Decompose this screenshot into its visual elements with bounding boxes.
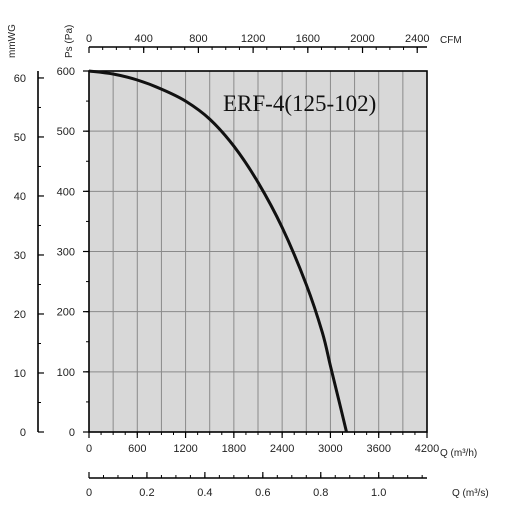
secondary-y-tick-label: 50 [14,132,26,144]
bottom-tick-label: 1.0 [371,487,386,499]
secondary-y-tick-label: 20 [14,309,26,321]
y-tick-label: 400 [57,186,75,198]
y-tick-label: 0 [69,427,75,439]
bottom-tick-label: 0.4 [197,487,212,499]
top-axis-title: CFM [440,35,462,46]
top-tick-label: 0 [86,33,92,45]
secondary-y-tick-label: 10 [14,368,26,380]
bottom-tick-label: 0.2 [139,487,154,499]
top-tick-label: 1200 [241,33,265,45]
y-tick-label: 300 [57,247,75,259]
y-tick-label: 500 [57,126,75,138]
y-tick-label: 200 [57,307,75,319]
x-tick-label: 600 [128,443,146,455]
secondary-y-tick-label: 30 [14,250,26,262]
y-tick-label: 600 [57,66,75,78]
series-curve [88,69,348,433]
bottom-tick-label: 0 [86,487,92,499]
top-tick-label: 1600 [296,33,320,45]
bottom-axis-title: Q (m³/s) [452,488,489,499]
secondary-y-axis-title: mmWG [7,24,18,58]
secondary-y-tick-label: 0 [20,427,26,439]
y-axis-title: Ps (Pa) [64,25,75,58]
secondary-y-tick-label: 60 [14,73,26,85]
x-tick-label: 1800 [222,443,246,455]
secondary-y-tick-label: 40 [14,191,26,203]
top-tick-label: 800 [189,33,207,45]
top-tick-label: 400 [135,33,153,45]
x-tick-label: 3000 [318,443,342,455]
y-tick-label: 100 [57,367,75,379]
top-tick-label: 2400 [405,33,429,45]
bottom-tick-label: 0.6 [255,487,270,499]
chart-title: ERF-4(125-102) [223,91,376,116]
x-tick-label: 0 [86,443,92,455]
top-tick-label: 2000 [350,33,374,45]
x-axis-title: Q (m³/h) [440,448,477,459]
bottom-tick-label: 0.8 [313,487,328,499]
x-tick-label: 2400 [270,443,294,455]
x-tick-label: 3600 [366,443,390,455]
x-tick-label: 1200 [173,443,197,455]
x-tick-label: 4200 [415,443,439,455]
